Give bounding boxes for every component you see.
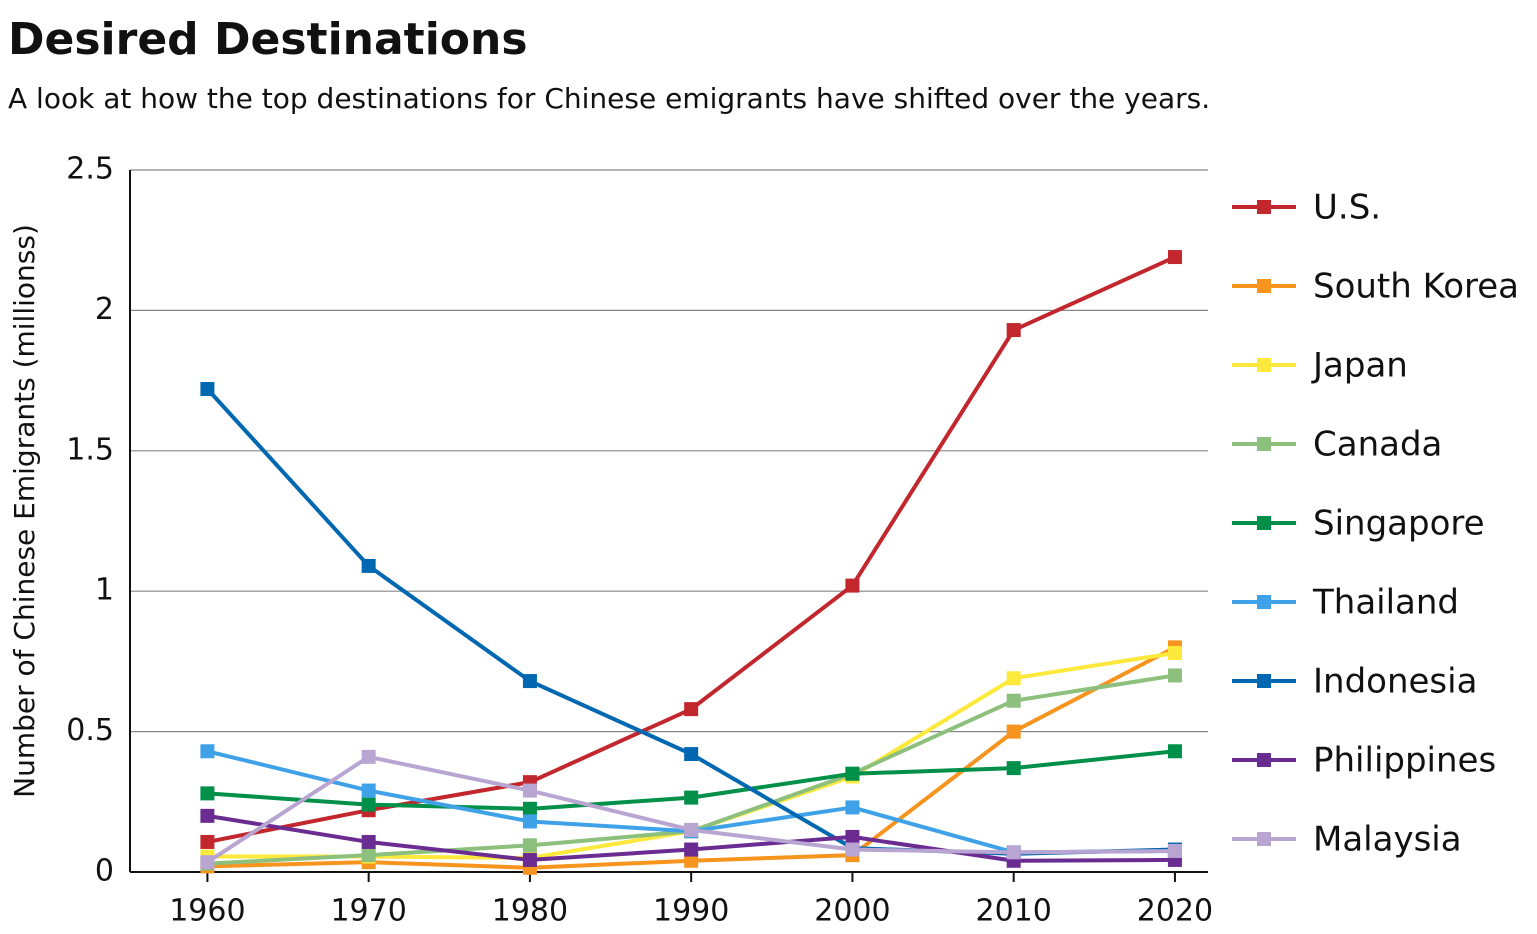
x-tick-label: 1970 — [330, 894, 406, 929]
point-marker — [522, 674, 537, 689]
legend-label: Thailand — [1312, 583, 1459, 623]
point-marker — [361, 834, 376, 849]
y-tick-label: 0 — [95, 854, 114, 889]
x-tick-label: 1960 — [169, 894, 245, 929]
legend-marker — [1257, 200, 1271, 214]
point-marker — [1006, 724, 1021, 739]
point-marker — [200, 744, 215, 759]
point-marker — [200, 786, 215, 801]
point-marker — [1167, 744, 1182, 759]
series-line — [205, 387, 1175, 856]
chart-title: Desired Destinations — [8, 14, 528, 65]
y-tick-label: 2 — [95, 292, 114, 327]
point-marker — [200, 808, 215, 823]
legend-marker — [1257, 595, 1271, 609]
point-marker — [1006, 693, 1021, 708]
point-marker — [522, 814, 537, 829]
legend-label: U.S. — [1313, 188, 1381, 228]
point-marker — [684, 702, 699, 717]
legend-marker — [1257, 753, 1271, 767]
y-tick-label: 2.5 — [66, 152, 114, 187]
point-marker — [684, 747, 699, 762]
point-marker — [1167, 668, 1182, 683]
chart-subtitle: A look at how the top destinations for C… — [8, 82, 1210, 115]
legend-marker — [1257, 832, 1271, 846]
y-axis-title: Number of Chinese Emigrants (millionss) — [8, 224, 41, 798]
x-tick-label: 1990 — [653, 894, 729, 929]
point-marker — [845, 766, 860, 781]
point-marker — [684, 790, 699, 805]
point-marker — [1006, 323, 1021, 338]
point-marker — [361, 797, 376, 812]
point-marker — [361, 848, 376, 863]
y-tick-label: 0.5 — [66, 713, 114, 748]
point-marker — [684, 822, 699, 837]
x-tick-label: 2020 — [1137, 894, 1213, 929]
y-tick-label: 1.5 — [66, 432, 114, 467]
y-tick-label: 1 — [95, 573, 114, 608]
x-tick-label: 1980 — [492, 894, 568, 929]
point-marker — [845, 842, 860, 857]
point-marker — [845, 578, 860, 593]
point-marker — [1006, 845, 1021, 860]
point-marker — [522, 801, 537, 816]
point-marker — [361, 558, 376, 573]
point-marker — [1167, 645, 1182, 660]
point-marker — [522, 783, 537, 798]
point-marker — [684, 842, 699, 857]
legend-marker — [1257, 358, 1271, 372]
legend-marker — [1257, 279, 1271, 293]
legend-label: Philippines — [1313, 741, 1496, 781]
point-marker — [361, 783, 376, 798]
point-marker — [1006, 671, 1021, 686]
legend-marker — [1257, 674, 1271, 688]
legend-label: South Korea — [1313, 267, 1519, 307]
point-marker — [522, 838, 537, 853]
legend-label: Japan — [1311, 346, 1408, 386]
legend-marker — [1257, 516, 1271, 530]
x-tick-label: 2000 — [814, 894, 890, 929]
point-marker — [200, 834, 215, 849]
point-marker — [1167, 250, 1182, 265]
point-marker — [1167, 843, 1182, 858]
legend-label: Indonesia — [1313, 662, 1477, 702]
point-marker — [200, 382, 215, 397]
x-tick-label: 2010 — [976, 894, 1052, 929]
point-marker — [1006, 761, 1021, 776]
legend-label: Singapore — [1313, 504, 1485, 544]
point-marker — [845, 800, 860, 815]
legend-marker — [1257, 437, 1271, 451]
point-marker — [522, 852, 537, 867]
point-marker — [361, 749, 376, 764]
legend-label: Malaysia — [1313, 820, 1462, 860]
legend-label: Canada — [1313, 425, 1442, 465]
point-marker — [200, 855, 215, 870]
point-marker — [845, 829, 860, 844]
point-marker — [684, 853, 699, 868]
